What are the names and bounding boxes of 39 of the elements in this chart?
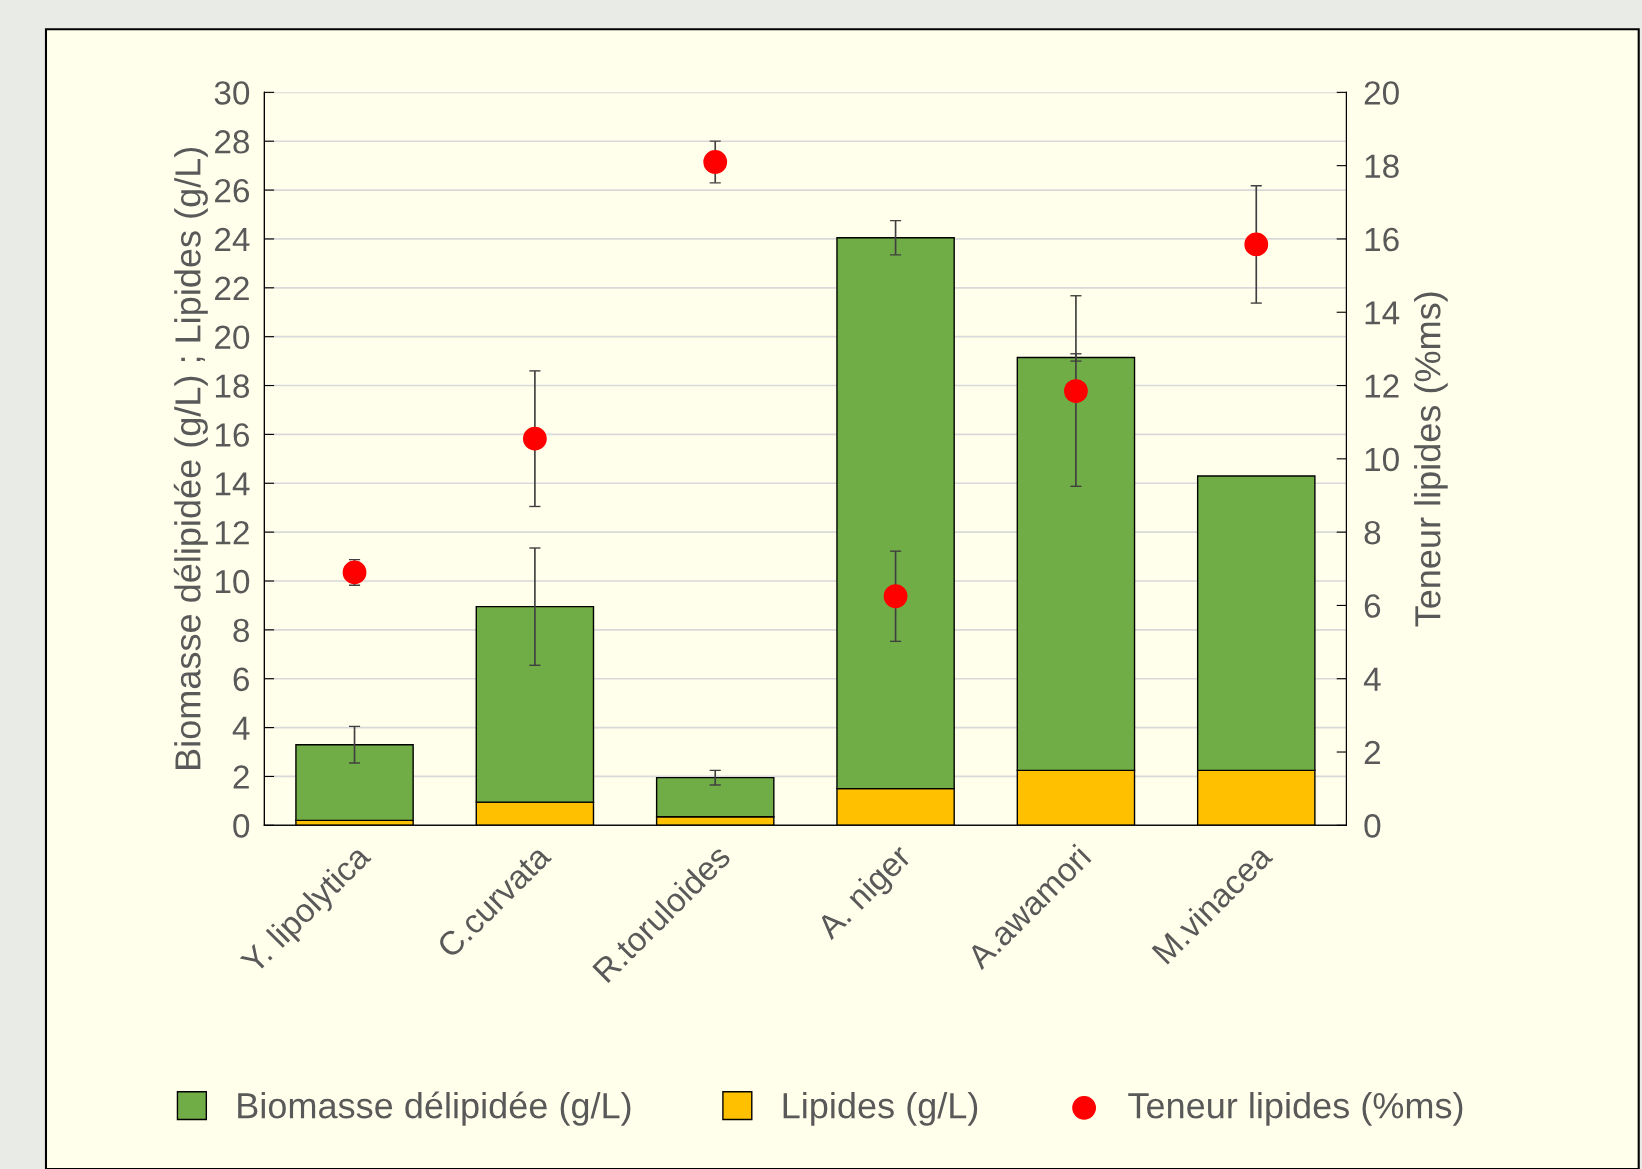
y-tick-label: 26 <box>215 178 250 203</box>
point <box>703 150 728 174</box>
y-tick-label: 0 <box>233 814 250 838</box>
y2-tick-label: 12 <box>1365 374 1399 398</box>
legend-label: Biomasse délipidée (g/L) <box>238 1091 631 1126</box>
y2-tick-label: 16 <box>1365 227 1399 252</box>
y-tick-label: 28 <box>215 130 250 154</box>
point <box>342 560 367 585</box>
y2-tick-label: 20 <box>1364 81 1399 105</box>
point <box>1244 232 1269 257</box>
y-tick-label: 4 <box>232 716 250 740</box>
y-tick-label: 30 <box>214 81 250 105</box>
y2-tick-label: 14 <box>1365 301 1400 325</box>
point <box>883 584 908 609</box>
y2-tick-label: 8 <box>1364 520 1381 545</box>
point <box>1064 379 1088 403</box>
y-axis-title: Biomasse délipidée (g/L) ; Lipides (g/L) <box>173 147 208 769</box>
y-tick-label: 6 <box>233 667 250 692</box>
bar <box>295 743 414 822</box>
y-tick-label: 8 <box>233 618 250 643</box>
legend-label: Lipides (g/L) <box>783 1092 978 1126</box>
point <box>522 426 547 451</box>
y2-tick-label: 4 <box>1363 667 1381 691</box>
y2-tick-label: 0 <box>1364 814 1381 838</box>
y-tick-label: 24 <box>215 227 250 252</box>
y-tick-label: 12 <box>215 520 249 545</box>
y-tick-label: 18 <box>215 374 250 398</box>
y2-axis-title: Teneur lipides (%ms) <box>1414 292 1448 627</box>
legend-label: Teneur lipides (%ms) <box>1128 1092 1463 1126</box>
y-tick-label: 2 <box>233 765 249 789</box>
y2-tick-label: 6 <box>1364 594 1381 618</box>
y-tick-label: 14 <box>215 472 250 496</box>
y2-tick-label: 10 <box>1365 447 1399 472</box>
y-tick-label: 20 <box>215 325 250 350</box>
y-tick-label: 16 <box>215 423 250 447</box>
y2-tick-label: 18 <box>1365 154 1399 179</box>
y-tick-label: 22 <box>215 276 249 300</box>
y2-tick-label: 2 <box>1364 740 1380 765</box>
y-tick-label: 10 <box>215 569 250 594</box>
